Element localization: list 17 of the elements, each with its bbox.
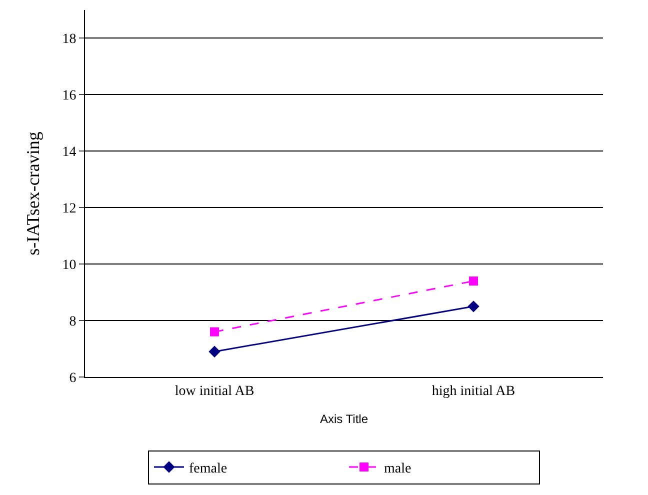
- y-tick-label: 10: [62, 258, 76, 273]
- y-tick-label: 18: [62, 32, 76, 48]
- x-axis-title: Axis Title: [320, 412, 368, 426]
- legend-label: male: [384, 461, 412, 476]
- point: [208, 346, 220, 358]
- point: [469, 276, 478, 286]
- x-tick-label: low initial AB: [174, 384, 254, 399]
- point: [468, 300, 480, 312]
- point: [210, 327, 219, 336]
- y-tick-label: 12: [62, 202, 76, 217]
- y-tick-label: 8: [69, 314, 76, 330]
- y-tick-label: 14: [62, 145, 76, 160]
- y-tick-label: 6: [69, 370, 76, 386]
- y-tick-label: 16: [62, 88, 76, 104]
- legend-label: female: [189, 461, 228, 476]
- y-axis-title: s-IATsex-craving: [23, 132, 43, 256]
- x-tick-label: high initial AB: [432, 384, 516, 399]
